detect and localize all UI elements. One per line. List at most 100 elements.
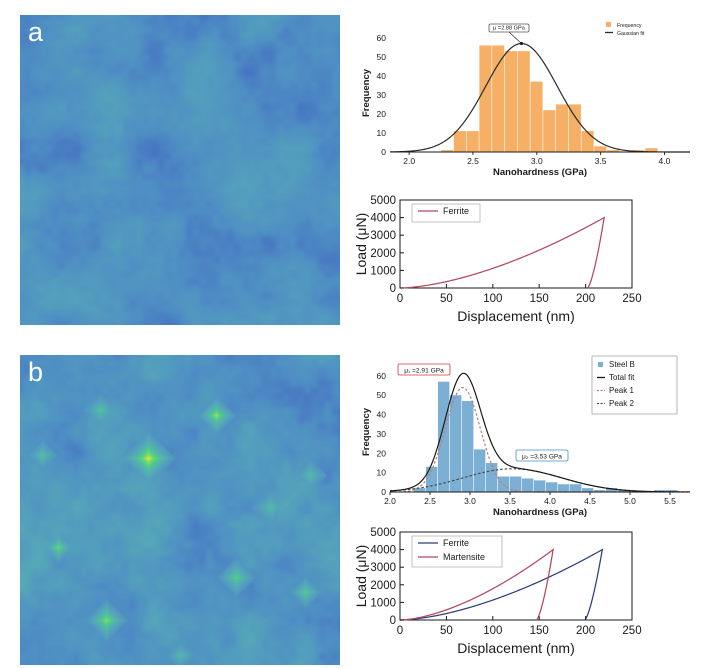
y-tick-label: 40 <box>377 71 387 81</box>
y-tick-label: 1000 <box>370 265 396 277</box>
map-b-canvas <box>20 355 340 665</box>
y-tick-label: 40 <box>377 410 387 420</box>
chart-legend: Ferrite <box>411 203 481 223</box>
y-tick-label: 20 <box>377 448 387 458</box>
histogram-bar <box>618 490 630 492</box>
y-tick-label: 30 <box>377 429 387 439</box>
y-tick-label: 1000 <box>370 597 396 609</box>
y-tick-label: 60 <box>377 371 387 381</box>
x-tick-label: 200 <box>576 625 595 637</box>
load-displacement-curve <box>399 216 605 289</box>
y-tick-label: 0 <box>390 615 396 627</box>
histogram-bar <box>606 488 618 492</box>
legend-label: Peak 1 <box>609 386 634 395</box>
histogram-bar <box>474 449 486 492</box>
histogram-bar <box>543 110 556 152</box>
x-tick-label: 3.0 <box>531 156 543 166</box>
histogram-bar <box>453 131 466 152</box>
x-tick-label: 5.0 <box>624 496 636 506</box>
x-tick-label: 50 <box>440 625 453 637</box>
map-a-canvas <box>20 15 340 325</box>
x-tick-label: 2.5 <box>424 496 436 506</box>
x-tick-label: 150 <box>530 293 549 305</box>
annotation-box <box>515 449 569 462</box>
histogram-bar <box>517 51 530 153</box>
histogram-bar <box>654 490 666 492</box>
load-displacement-chart-a: 0 50 100 150 200 250 0 1000 2000 3000 4000 5000 Disp… <box>348 190 648 330</box>
histogram-bar <box>594 146 607 152</box>
chart-annotation: μ =2.88 GPa <box>488 23 530 46</box>
panel-label-a: a <box>28 17 44 47</box>
chart-annotation: μ₂ =3.53 GPa <box>515 449 569 462</box>
histogram-bar <box>479 45 492 152</box>
x-tick-label: 50 <box>440 293 453 305</box>
legend-label: Frequency <box>617 23 642 29</box>
y-tick-label: 2000 <box>370 580 396 592</box>
histogram-bar <box>582 488 594 492</box>
plot-frame <box>399 199 633 289</box>
legend-label: Martensite <box>443 552 485 562</box>
y-tick-label: 0 <box>381 487 386 497</box>
y-tick-label: 2000 <box>370 248 396 260</box>
y-tick-label: 60 <box>377 33 387 43</box>
histogram-bar <box>504 51 518 153</box>
annotation-marker <box>519 41 524 46</box>
legend-label: Ferrite <box>443 538 469 548</box>
histogram-bar <box>534 480 546 492</box>
x-tick-label: 2.0 <box>403 156 415 166</box>
x-tick-label: 3.5 <box>504 496 516 506</box>
x-axis-label: Nanohardness (GPa) <box>493 507 587 518</box>
y-tick-label: 4000 <box>370 213 396 225</box>
x-tick-label: 0 <box>397 293 403 305</box>
nanohardness-map-b: b <box>20 355 340 665</box>
annotation-label: μ =2.88 GPa <box>493 26 526 32</box>
histogram-bar <box>666 490 678 492</box>
y-tick-label: 5000 <box>370 527 396 539</box>
y-tick-label: 4000 <box>370 545 396 557</box>
y-tick-label: 20 <box>377 109 387 119</box>
legend-box <box>591 355 678 415</box>
histogram-bar <box>486 462 498 492</box>
histogram-bar <box>555 104 569 152</box>
fit-curve-total <box>389 372 690 493</box>
histogram-chart-a: 2.0 2.5 3.0 3.5 4.0 0 10 20 30 40 50 60 Nanohardness… <box>348 12 716 180</box>
y-tick-label: 0 <box>381 147 386 157</box>
histogram-bar <box>558 484 570 492</box>
y-tick-label: 0 <box>390 283 396 295</box>
legend-box <box>411 203 481 223</box>
chart-legend: Steel B Total fit Peak 1 Peak 2 <box>591 355 678 415</box>
fit-curve-peak2 <box>389 468 690 493</box>
y-axis-label: Frequency <box>361 407 372 456</box>
histogram-bar <box>568 104 581 152</box>
x-axis-label: Displacement (nm) <box>457 640 574 656</box>
load-displacement-chart-b: 0 50 100 150 200 250 0 1000 2000 3000 4000 5000 Disp… <box>348 522 648 667</box>
y-tick-label: 50 <box>377 52 387 62</box>
histogram-bar <box>570 484 582 492</box>
x-tick-label: 2.5 <box>467 156 479 166</box>
legend-label: Peak 2 <box>609 399 634 408</box>
nanohardness-map-a: a <box>20 15 340 325</box>
x-tick-label: 2.0 <box>384 496 396 506</box>
histogram-bar <box>466 131 479 152</box>
x-axis-label: Displacement (nm) <box>457 308 574 324</box>
legend-label: Total fit <box>609 373 635 382</box>
histogram-bar <box>441 150 454 152</box>
histogram-bars <box>441 45 658 153</box>
chart-annotation: μ₁ =2.91 GPa <box>397 363 451 376</box>
y-axis-label: Frequency <box>361 68 372 117</box>
x-tick-label: 250 <box>622 625 641 637</box>
chart-legend: Ferrite Martensite <box>411 535 503 568</box>
histogram-bar <box>462 401 474 492</box>
y-axis-label: Load (μN) <box>353 545 369 608</box>
histogram-bar <box>426 466 438 492</box>
plot-frame <box>399 531 633 621</box>
histogram-bar <box>510 476 522 492</box>
panel-label-b: b <box>28 357 44 387</box>
x-axis-label: Nanohardness (GPa) <box>493 167 587 178</box>
chart-legend: Frequency Gaussian fit <box>605 22 645 37</box>
x-tick-label: 5.5 <box>664 496 676 506</box>
y-tick-label: 10 <box>377 128 387 138</box>
x-tick-label: 4.0 <box>659 156 671 166</box>
histogram-bar <box>581 131 594 152</box>
legend-swatch <box>606 22 611 27</box>
